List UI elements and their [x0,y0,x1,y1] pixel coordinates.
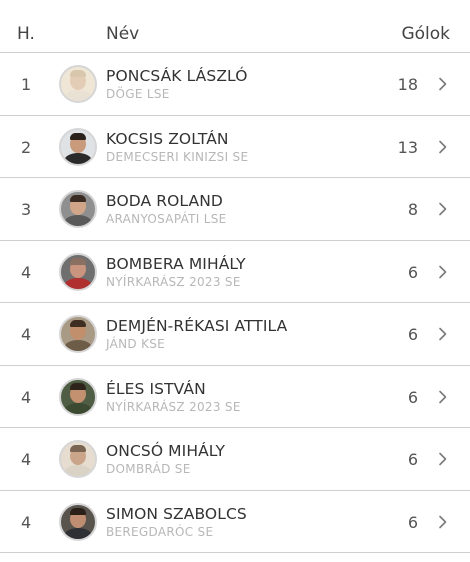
chevron-right-icon[interactable] [438,390,448,404]
table-row[interactable]: 4 SIMON SZABOLCS BEREGDARÓC SE 6 [0,491,470,553]
player-avatar [59,65,97,103]
player-club: NYÍRKARÁSZ 2023 SE [106,399,241,414]
avatar-hair [70,382,86,390]
player-club: NYÍRKARÁSZ 2023 SE [106,274,241,289]
player-goals: 6 [407,512,418,532]
player-goals: 6 [407,262,418,282]
player-goals: 18 [397,75,418,94]
avatar-hair [70,70,86,77]
player-club: DOMBRÁD SE [106,462,191,476]
player-goals: 8 [407,200,418,219]
avatar-hair [70,445,86,452]
table-row[interactable]: 1 PONCSÁK LÁSZLÓ DÖGE LSE 18 [0,53,470,116]
player-name[interactable]: ONCSÓ MIHÁLY [106,442,226,460]
player-club: JÁND KSE [106,337,166,351]
player-club: BEREGDARÓC SE [106,524,214,539]
player-goals: 13 [397,137,418,157]
player-name[interactable]: BODA ROLAND [106,192,223,210]
chevron-right-icon[interactable] [438,202,448,216]
header-name: Név [106,24,140,44]
avatar-shirt [64,340,92,351]
player-club: ARANYOSAPÁTI LSE [106,212,227,226]
player-club: DÖGE LSE [106,87,170,101]
table-row[interactable]: 4 BOMBERA MIHÁLY NYÍRKARÁSZ 2023 SE 6 [0,241,470,303]
player-club: DEMECSERI KINIZSI SE [106,149,249,164]
avatar-shirt [64,152,92,164]
player-name[interactable]: ÉLES ISTVÁN [106,379,206,398]
player-name[interactable]: KOCSIS ZOLTÁN [106,129,229,148]
header-goals: Gólok [401,24,450,44]
chevron-right-icon[interactable] [438,452,448,466]
row-rank: 4 [21,387,32,407]
player-avatar [59,252,97,291]
row-rank: 4 [21,512,32,532]
chevron-right-icon[interactable] [438,265,448,279]
table-row[interactable]: 2 KOCSIS ZOLTÁN DEMECSERI KINIZSI SE 13 [0,116,470,178]
player-avatar [59,377,97,416]
avatar-hair [70,132,86,140]
chevron-right-icon[interactable] [438,77,448,91]
table-row[interactable]: 4 DEMJÉN-RÉKASI ATTILA JÁND KSE 6 [0,303,470,366]
player-goals: 6 [407,325,418,344]
table-header: H. Név Gólok [0,0,470,53]
row-rank: 3 [21,200,32,219]
avatar-hair [70,320,86,327]
chevron-right-icon[interactable] [438,515,448,529]
player-avatar [59,315,97,353]
player-goals: 6 [407,450,418,469]
avatar-hair [70,195,86,202]
header-rank: H. [17,24,35,44]
row-rank: 2 [21,137,32,157]
player-goals: 6 [407,387,418,407]
chevron-right-icon[interactable] [438,140,448,154]
avatar-shirt [64,90,92,101]
row-rank: 4 [21,262,32,282]
avatar-hair [70,507,86,515]
avatar-shirt [64,527,92,539]
table-body: 1 PONCSÁK LÁSZLÓ DÖGE LSE 18 2 KOCSIS ZO… [0,53,470,553]
player-avatar [59,502,97,541]
row-rank: 4 [21,450,32,469]
row-rank: 4 [21,325,32,344]
player-name[interactable]: SIMON SZABOLCS [106,504,247,523]
avatar-shirt [64,465,92,476]
player-avatar [59,440,97,478]
avatar-shirt [64,277,92,289]
player-name[interactable]: BOMBERA MIHÁLY [106,254,246,273]
player-name[interactable]: DEMJÉN-RÉKASI ATTILA [106,317,288,335]
table-row[interactable]: 4 ONCSÓ MIHÁLY DOMBRÁD SE 6 [0,428,470,491]
avatar-shirt [64,402,92,414]
player-name[interactable]: PONCSÁK LÁSZLÓ [106,67,248,85]
table-row[interactable]: 4 ÉLES ISTVÁN NYÍRKARÁSZ 2023 SE 6 [0,366,470,428]
table-row[interactable]: 3 BODA ROLAND ARANYOSAPÁTI LSE 8 [0,178,470,241]
avatar-hair [70,257,86,265]
row-rank: 1 [21,75,32,94]
chevron-right-icon[interactable] [438,327,448,341]
player-avatar [59,190,97,228]
player-avatar [59,127,97,166]
avatar-shirt [64,215,92,226]
